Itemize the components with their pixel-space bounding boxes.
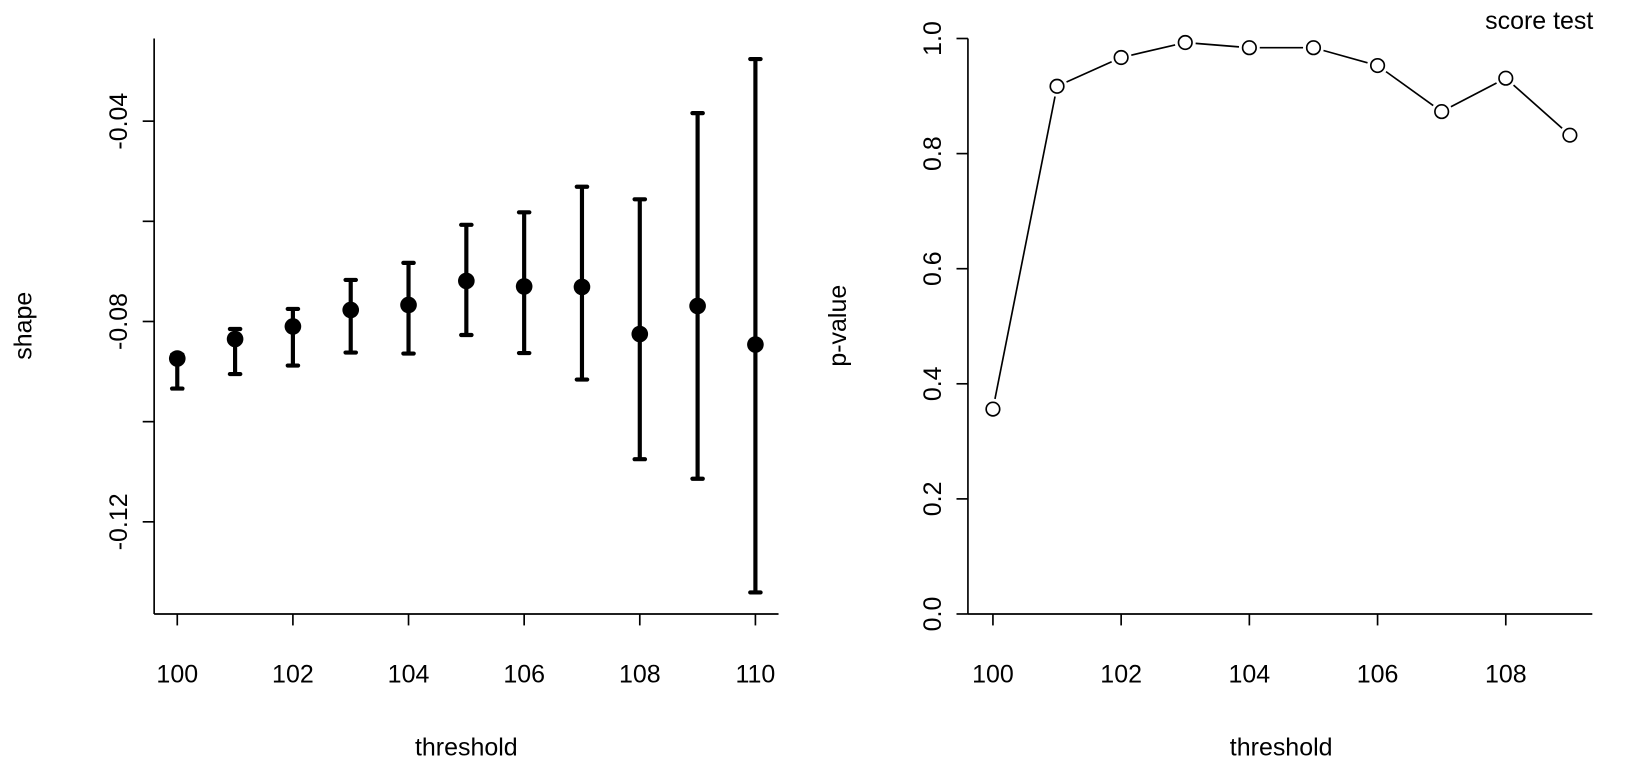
x-tick-label: 102 (272, 661, 314, 689)
y-tick-label: -0.12 (105, 493, 133, 550)
line-segment (1195, 42, 1240, 48)
data-point (458, 272, 475, 290)
x-tick-label: 108 (619, 661, 661, 689)
data-point (1305, 40, 1322, 56)
data-point (1369, 57, 1386, 74)
x-tick-label: 104 (388, 661, 430, 689)
x-tick-label: 106 (503, 661, 545, 689)
x-tick-label: 108 (1485, 661, 1527, 689)
data-point (284, 318, 302, 335)
data-point (400, 296, 417, 314)
data-point (1241, 40, 1257, 56)
x-tick-label: 100 (156, 661, 198, 689)
line-segment (1323, 49, 1368, 64)
x-tick-label: 110 (736, 661, 776, 689)
line-segment (994, 96, 1056, 400)
line-segment (1131, 44, 1176, 56)
data-point (1434, 103, 1450, 120)
y-tick-label: 1.0 (919, 21, 947, 56)
line-segment (1066, 60, 1112, 83)
data-point (1113, 49, 1129, 66)
shape-plot: 100 102 104 106 108 110 -0.12 -0.08 -0.04 (105, 38, 779, 689)
pvalue-plot: 100 102 104 106 108 0.0 0.2 0.4 0.6 0.8 1.0 (919, 21, 1593, 689)
y-tick-label: 0.8 (919, 136, 947, 171)
x-tick-label: 100 (972, 661, 1014, 689)
y-tick-label: 0.2 (919, 482, 947, 517)
line-segment (1513, 84, 1563, 129)
data-point (689, 297, 706, 315)
data-point (226, 330, 244, 348)
right-x-axis-label: threshold (1230, 734, 1333, 762)
x-tick-label: 104 (1229, 661, 1271, 689)
data-point (515, 278, 533, 295)
y-tick-label: 0.0 (919, 597, 947, 632)
data-point (1177, 34, 1193, 51)
data-point (631, 325, 649, 343)
data-point (747, 336, 764, 353)
y-tick-label: -0.04 (105, 93, 133, 150)
y-tick-label: 0.4 (919, 366, 947, 401)
y-tick-label: 0.6 (919, 251, 947, 286)
data-point (573, 278, 591, 296)
data-point (1498, 70, 1514, 86)
left-y-axis-label: shape (9, 292, 37, 360)
line-segment (1385, 70, 1434, 107)
right-y-axis-label: p-value (824, 285, 852, 367)
left-x-axis-label: threshold (415, 734, 518, 762)
line-segment (1450, 82, 1497, 108)
data-point (168, 350, 186, 367)
data-point (1562, 127, 1578, 143)
x-tick-label: 106 (1357, 661, 1399, 689)
x-tick-label: 102 (1100, 661, 1142, 689)
y-tick-label: -0.08 (105, 293, 133, 350)
right-plot-title: score test (1485, 7, 1593, 35)
data-point (985, 401, 1001, 417)
data-point (342, 301, 360, 319)
data-point (1049, 78, 1065, 94)
